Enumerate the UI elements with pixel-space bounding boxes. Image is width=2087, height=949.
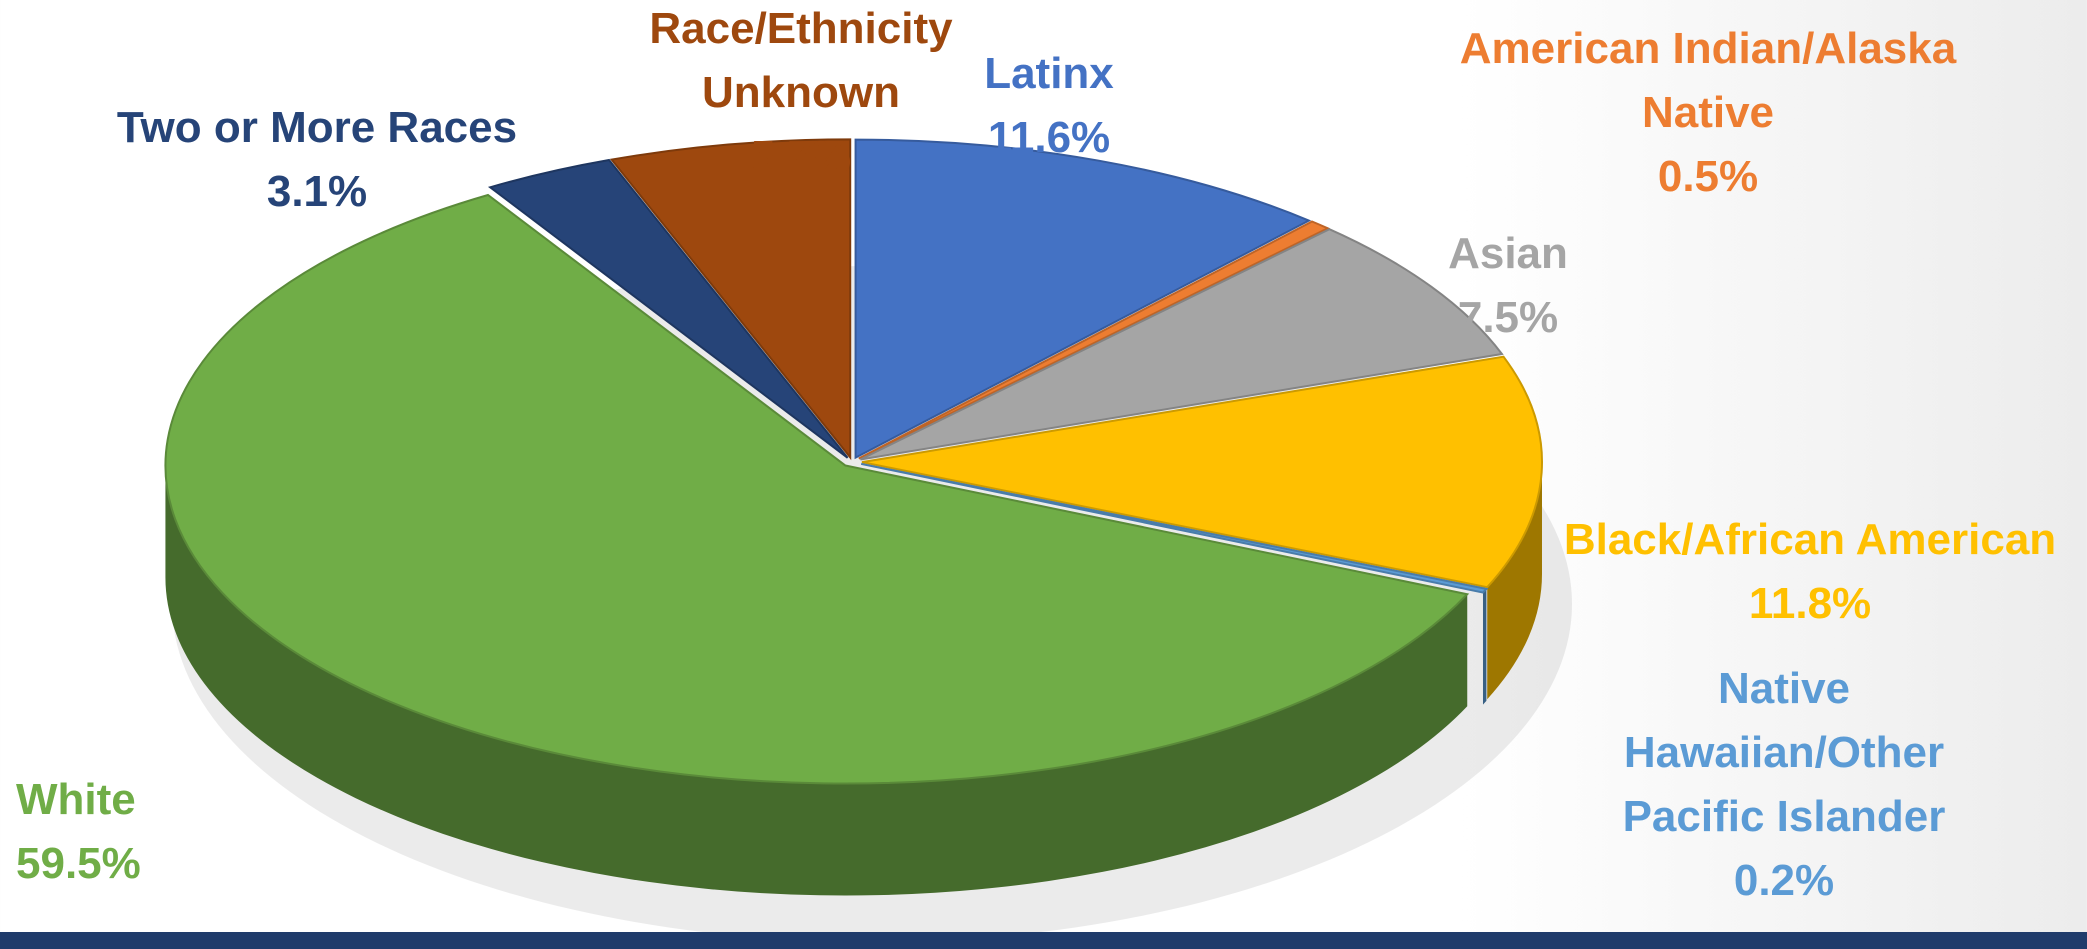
category-label: Two or More Races [116,103,518,152]
slice [858,220,1331,460]
value-label: 3.1% [266,167,368,216]
value-label: 11.8% [1748,579,1872,628]
category-label: Race/Ethnicity Unknown [649,4,953,117]
slice-label: Black/African American 11.8% [1530,508,2087,636]
slice [859,228,1504,461]
slice [854,138,1312,460]
slice-side [165,465,1468,896]
category-label: American Indian/Alaska Native [1459,24,1957,137]
slice-label: Two or More Races 3.1% [77,96,557,224]
slice-side [1487,462,1542,700]
slice-label: White 59.5% [16,768,276,896]
slice [164,193,1470,785]
value-label: 0.2% [1733,856,1835,905]
value-label: 11.6% [987,113,1111,162]
value-label: 5.7% [750,132,852,181]
footer-bar [0,932,2087,949]
slice-label: American Indian/Alaska Native 0.5% [1428,17,1988,209]
slice [487,158,849,459]
slice-label: Latinx 11.6% [919,42,1179,170]
value-label: 0.5% [1657,152,1759,201]
category-label: Native Hawaiian/Other Pacific Islander [1622,664,1946,841]
category-label: Latinx [984,49,1114,98]
slice [861,355,1543,589]
value-label: 7.5% [1457,293,1559,342]
category-label: Black/African American [1563,515,2057,564]
slice [609,138,852,461]
category-label: White [16,775,136,824]
value-label: 59.5% [16,839,141,888]
slice-label: Race/Ethnicity Unknown 5.7% [631,0,971,189]
slice [860,462,1489,594]
category-label: Asian [1448,229,1568,278]
slice-side [1482,588,1487,705]
slice-label: Native Hawaiian/Other Pacific Islander 0.… [1574,657,1994,913]
slice-label: Asian 7.5% [1408,222,1608,350]
